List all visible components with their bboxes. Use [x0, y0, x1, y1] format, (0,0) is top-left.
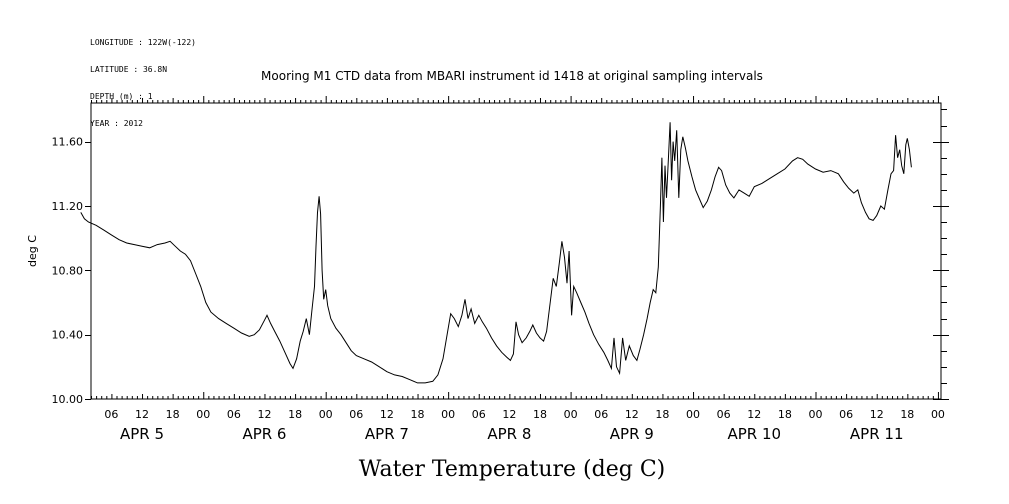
x-tick-label: 12: [380, 408, 394, 421]
x-tick-label: 06: [349, 408, 363, 421]
x-tick-label: 18: [411, 408, 425, 421]
x-tick-label: 00: [808, 408, 822, 421]
x-day-label: APR 9: [610, 425, 654, 443]
x-tick-label: 00: [441, 408, 455, 421]
x-tick-label: 12: [502, 408, 516, 421]
year-label: YEAR : 2012: [90, 119, 143, 128]
x-day-label: APR 10: [727, 425, 781, 443]
depth-label: DEPTH (m) : 1: [90, 92, 153, 101]
mooring-metadata: LONGITUDE : 122W(-122) LATITUDE : 36.8N …: [90, 20, 196, 137]
x-tick-label: 06: [839, 408, 853, 421]
x-axis-label: Water Temperature (deg C): [359, 457, 666, 482]
x-tick-label: 06: [104, 408, 118, 421]
longitude-label: LONGITUDE : 122W(-122): [90, 38, 196, 47]
x-tick-label: 12: [625, 408, 639, 421]
y-axis-label: deg C: [26, 235, 39, 267]
y-tick-label: 11.20: [52, 200, 84, 213]
x-tick-label: 00: [931, 408, 945, 421]
x-tick-label: 18: [166, 408, 180, 421]
x-tick-label: 18: [288, 408, 302, 421]
x-tick-label: 06: [717, 408, 731, 421]
x-tick-label: 18: [655, 408, 669, 421]
plot-frame: [90, 102, 942, 400]
x-tick-label: 18: [533, 408, 547, 421]
chart-title: Mooring M1 CTD data from MBARI instrumen…: [261, 69, 763, 83]
x-day-label: APR 11: [850, 425, 904, 443]
x-day-label: APR 5: [120, 425, 164, 443]
x-tick-label: 00: [686, 408, 700, 421]
x-tick-label: 06: [472, 408, 486, 421]
temperature-series-line: [80, 122, 912, 384]
x-tick-label: 00: [196, 408, 210, 421]
x-tick-label: 12: [747, 408, 761, 421]
y-tick-label: 10.80: [52, 264, 84, 277]
x-tick-label: 12: [135, 408, 149, 421]
x-tick-label: 12: [257, 408, 271, 421]
axis-ticks: [85, 96, 949, 400]
x-tick-label: 18: [900, 408, 914, 421]
y-tick-label: 11.60: [52, 136, 84, 149]
x-tick-label: 00: [319, 408, 333, 421]
y-tick-label: 10.40: [52, 329, 84, 342]
x-tick-label: 06: [594, 408, 608, 421]
x-day-label: APR 6: [242, 425, 286, 443]
x-tick-label: 12: [870, 408, 884, 421]
x-day-label: APR 8: [487, 425, 531, 443]
x-tick-label: 00: [564, 408, 578, 421]
axis-tick-labels: 06 12 18 00 06 12 18 00 06 12 18 00 06 12 18 00 06 12 18 00…: [52, 136, 945, 443]
y-tick-label: 10.00: [52, 393, 84, 406]
latitude-label: LATITUDE : 36.8N: [90, 65, 168, 74]
x-tick-label: 18: [778, 408, 792, 421]
x-day-label: APR 7: [365, 425, 409, 443]
x-tick-label: 06: [227, 408, 241, 421]
